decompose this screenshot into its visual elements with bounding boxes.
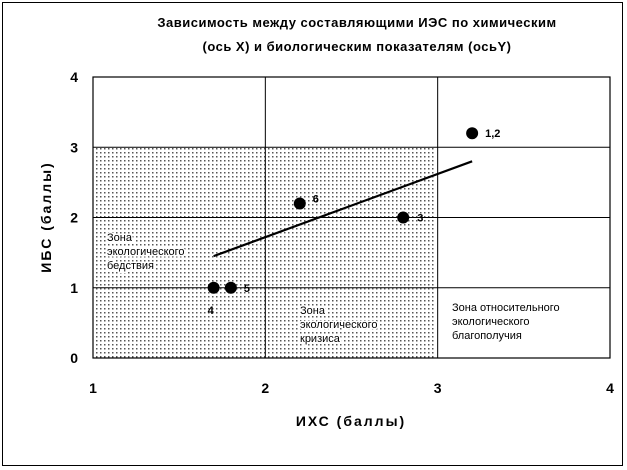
zone-label: Зона относительного экологического благопо… <box>452 302 560 342</box>
plot-area <box>92 76 611 359</box>
chart-title-line1: Зависимость между составляющими ИЭС по х… <box>157 15 556 30</box>
point-label: 6 <box>313 193 319 205</box>
data-point <box>224 281 237 294</box>
x-axis-label: ИХС (баллы) <box>296 413 406 429</box>
y-tick-label: 1 <box>70 280 78 296</box>
zone-label: Зона экологического кризиса <box>300 305 378 345</box>
data-points <box>207 127 479 294</box>
chart-frame <box>2 2 623 466</box>
x-tick-labels: 1 2 3 4 <box>89 380 614 396</box>
zone-labels: Зона экологического бедствия Зона экологичес… <box>106 231 560 347</box>
x-tick-label: 3 <box>434 380 442 396</box>
point-label: 5 <box>244 283 250 295</box>
point-label: 4 <box>208 305 215 317</box>
point-label: 3 <box>417 213 423 225</box>
data-point <box>207 281 220 294</box>
x-tick-label: 1 <box>89 380 97 396</box>
gridlines <box>93 77 610 358</box>
data-point <box>397 211 410 224</box>
data-point <box>293 197 306 210</box>
y-tick-labels: 0 1 2 3 4 <box>70 69 78 366</box>
trend-line <box>213 160 473 258</box>
point-label: 1,2 <box>485 128 500 140</box>
y-tick-label: 3 <box>70 139 78 155</box>
y-tick-label: 0 <box>70 350 78 366</box>
y-tick-label: 2 <box>70 210 78 226</box>
x-tick-label: 2 <box>261 380 269 396</box>
y-axis-label: ИБС (баллы) <box>38 161 54 272</box>
shaded-zones <box>93 147 435 358</box>
x-tick-label: 4 <box>606 380 614 396</box>
data-point <box>466 127 479 140</box>
zone-label: Зона экологического бедствия <box>107 232 185 272</box>
chart-title-line2: (ось Х) и биологическим показателям (ось… <box>203 39 512 54</box>
point-labels: 1,2 3 4 5 6 <box>208 128 501 317</box>
y-tick-label: 4 <box>70 69 78 85</box>
